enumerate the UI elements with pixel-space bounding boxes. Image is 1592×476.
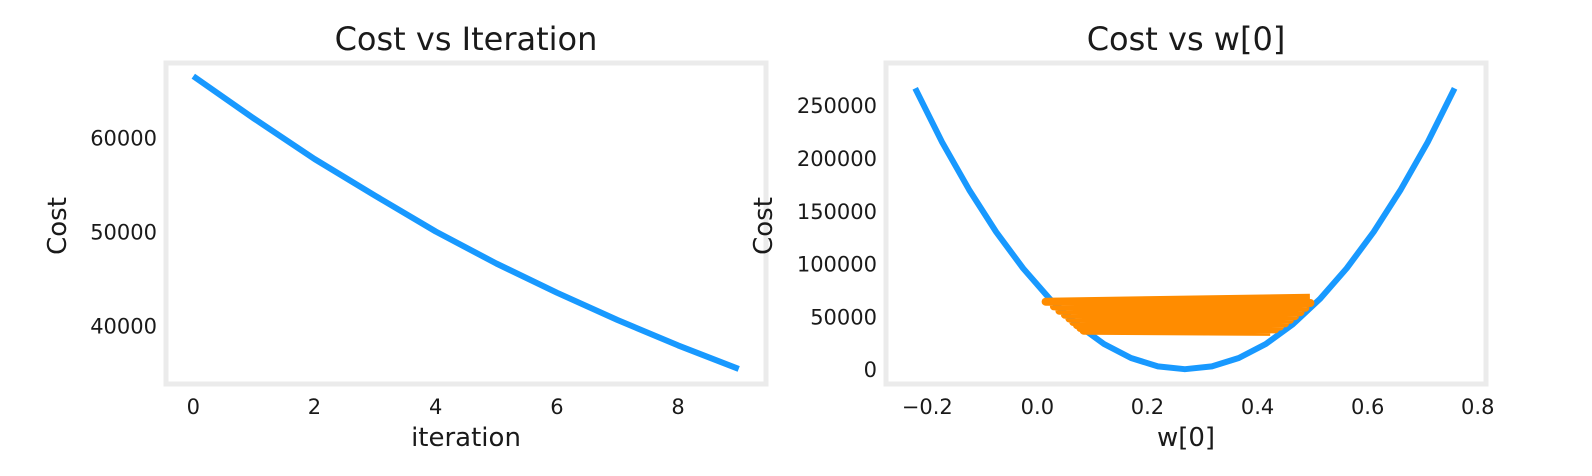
series-layer-left <box>191 73 740 372</box>
plot-area-right <box>883 60 1489 387</box>
y-tick-labels-right: 0 50000 100000 150000 200000 250000 <box>797 94 877 382</box>
chart-title-right: Cost vs w[0] <box>1087 20 1286 58</box>
cost-vs-iteration-chart: Cost vs Iteration iteration Cost 0 2 4 6 8 4… <box>43 20 769 453</box>
x-tick-label: −0.2 <box>902 395 953 419</box>
x-tick-label: 0 <box>187 395 200 419</box>
y-tick-label: 100000 <box>797 253 877 277</box>
y-axis-label-right: Cost <box>749 197 779 255</box>
y-tick-label: 40000 <box>90 315 157 339</box>
x-tick-label: 4 <box>429 395 442 419</box>
y-axis-label-left: Cost <box>43 197 73 255</box>
y-tick-label: 50000 <box>810 305 877 329</box>
y-tick-labels-left: 40000 50000 60000 <box>90 126 157 338</box>
cost-line <box>191 73 740 372</box>
x-tick-label: 8 <box>671 395 684 419</box>
x-tick-label: 0.2 <box>1131 395 1164 419</box>
gradient-descent-path <box>1041 293 1315 336</box>
cost-curve <box>912 86 1458 373</box>
y-tick-label: 0 <box>864 358 877 382</box>
y-tick-label: 200000 <box>797 147 877 171</box>
x-tick-label: 6 <box>550 395 563 419</box>
y-tick-label: 250000 <box>797 94 877 118</box>
plot-area-left <box>163 60 769 387</box>
x-tick-labels-right: −0.2 0.0 0.2 0.4 0.6 0.8 <box>902 395 1495 419</box>
x-tick-label: 0.4 <box>1241 395 1274 419</box>
y-tick-label: 60000 <box>90 126 157 150</box>
x-axis-label-right: w[0] <box>1157 423 1215 453</box>
x-tick-labels-left: 0 2 4 6 8 <box>187 395 685 419</box>
chart-title-left: Cost vs Iteration <box>335 20 598 58</box>
y-tick-label: 150000 <box>797 200 877 224</box>
x-tick-label: 0.6 <box>1351 395 1384 419</box>
cost-vs-w0-chart: Cost vs w[0] w[0] Cost −0.2 0.0 0.2 0.4 0.6 0… <box>749 20 1494 453</box>
x-tick-label: 2 <box>308 395 321 419</box>
y-tick-label: 50000 <box>90 221 157 245</box>
x-tick-label: 0.0 <box>1021 395 1054 419</box>
x-axis-label-left: iteration <box>411 423 521 453</box>
x-tick-label: 0.8 <box>1461 395 1494 419</box>
series-layer-right <box>912 86 1458 373</box>
